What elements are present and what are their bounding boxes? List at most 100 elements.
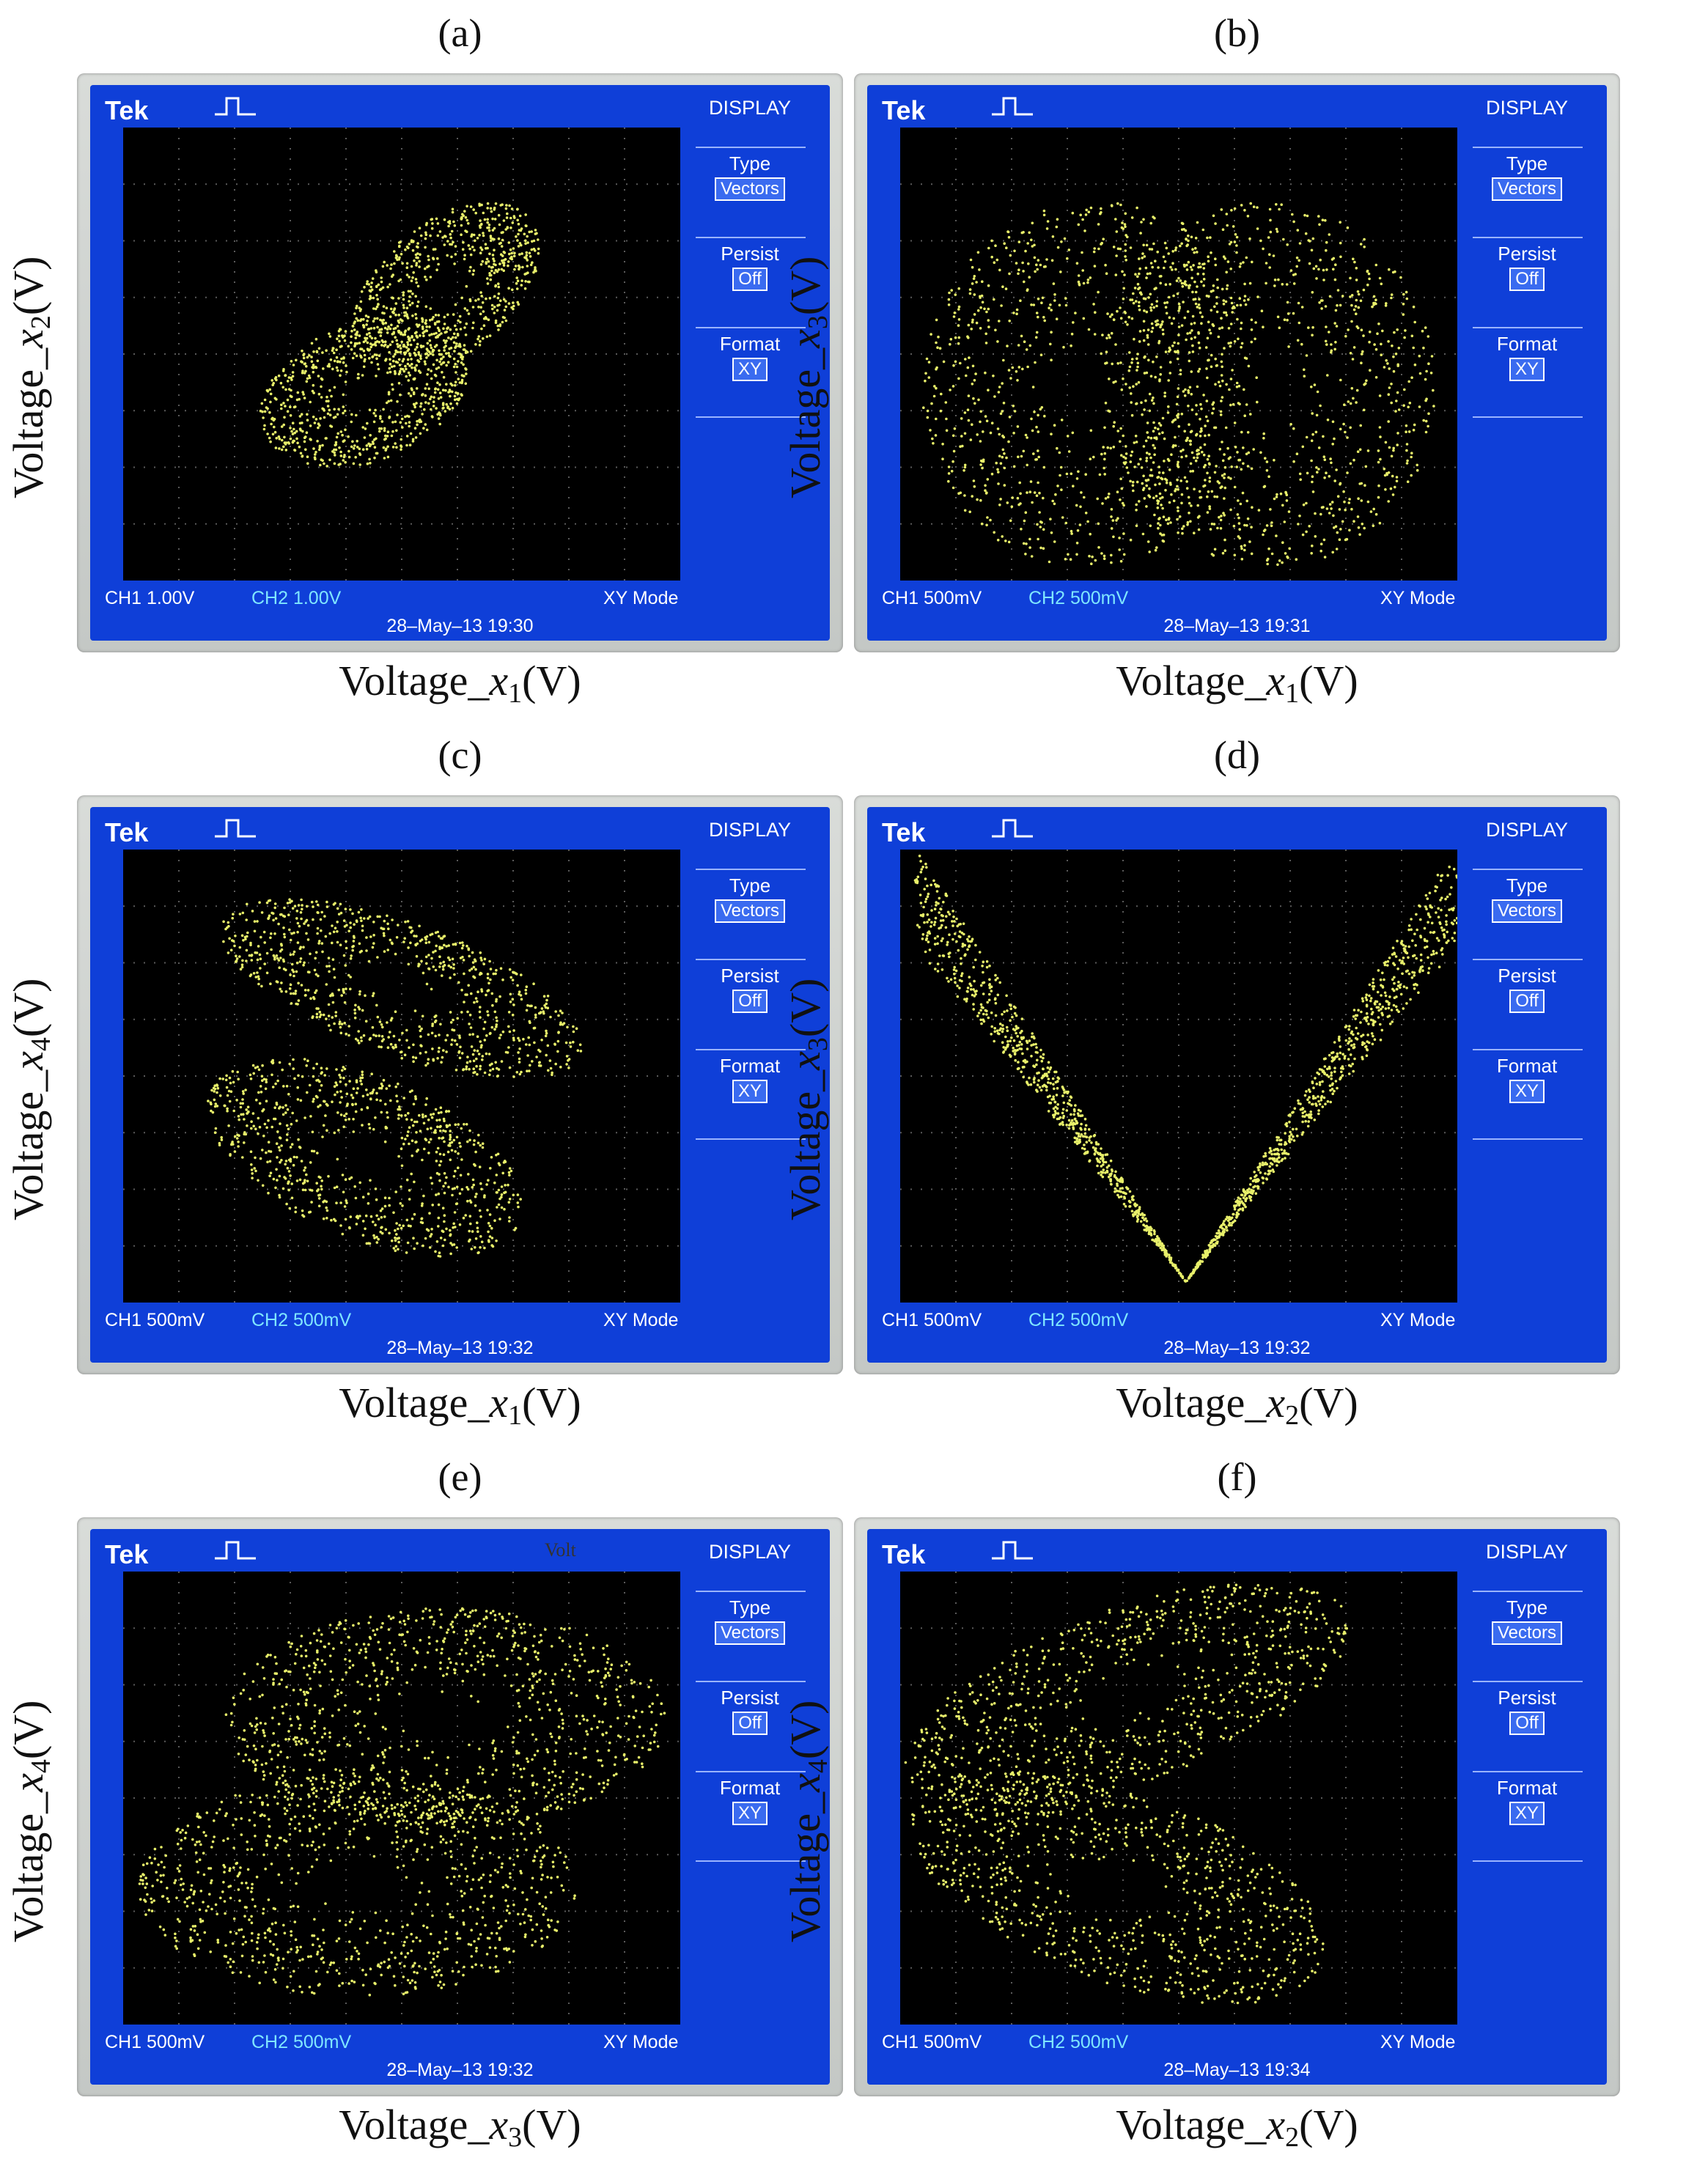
trace-point (490, 1227, 493, 1230)
trace-point (516, 984, 519, 987)
trace-point (387, 325, 390, 328)
trace-point (323, 1014, 325, 1017)
trace-point (498, 995, 501, 998)
menu-persist-value[interactable]: Off (732, 990, 768, 1013)
trace-point (1311, 326, 1314, 329)
trace-point (1236, 451, 1239, 454)
trace-point (473, 249, 476, 252)
trace-point (520, 284, 523, 287)
trace-point (993, 531, 995, 534)
trace-point (331, 994, 334, 997)
trace-point (1305, 531, 1308, 534)
menu-format-value[interactable]: XY (732, 1080, 768, 1103)
ch2-scale: CH2 1.00V (251, 588, 341, 609)
menu-type-value[interactable]: Vectors (1492, 177, 1562, 201)
trace-point (427, 1062, 430, 1065)
trace-point (1175, 246, 1178, 249)
trace-point (383, 457, 386, 460)
trace-point (1158, 482, 1161, 485)
trace-point (463, 1123, 465, 1126)
trace-point (1013, 250, 1016, 253)
trace-point (1262, 534, 1265, 537)
trace-point (424, 276, 427, 279)
trace-point (1225, 427, 1228, 430)
trace-point (343, 1022, 346, 1025)
trace-point (1109, 447, 1112, 450)
trace-point (302, 964, 305, 967)
trace-point (386, 1111, 389, 1114)
trace-point (350, 413, 353, 416)
trace-point (262, 416, 265, 419)
trace-point (379, 1231, 382, 1234)
trace-point (340, 994, 343, 997)
trace-point (1170, 453, 1173, 456)
trace-point (421, 1159, 424, 1162)
trace-point (342, 988, 345, 991)
trace-point (1350, 463, 1352, 465)
trace-point (1330, 462, 1333, 465)
trace-point (425, 325, 428, 328)
trace-point (1359, 424, 1362, 427)
trace-point (479, 957, 482, 959)
menu-persist-value[interactable]: Off (1509, 268, 1545, 291)
trace-point (1136, 481, 1139, 484)
trace-point (479, 344, 482, 347)
trace-point (976, 322, 979, 325)
trace-point (358, 1042, 361, 1045)
trace-point (1163, 267, 1166, 270)
trace-point (471, 1033, 474, 1036)
trace-point (432, 396, 435, 399)
trace-point (354, 1012, 357, 1015)
trace-point (1108, 334, 1111, 336)
trace-point (401, 1137, 404, 1140)
trace-point (524, 240, 527, 243)
trace-point (252, 1072, 255, 1075)
trace-point (390, 308, 393, 311)
trace-point (972, 365, 975, 368)
trace-point (1232, 225, 1235, 228)
trace-point (319, 1011, 322, 1014)
trace-point (406, 1135, 409, 1138)
menu-persist-value[interactable]: Off (732, 268, 768, 291)
menu-format-value[interactable]: XY (732, 358, 768, 381)
trace-point (1110, 554, 1113, 557)
trace-point (1270, 231, 1273, 234)
trace-point (1053, 503, 1056, 506)
trace-point (1189, 386, 1192, 389)
trace-point (1201, 451, 1204, 454)
trace-point (283, 436, 286, 439)
menu-type-value[interactable]: Vectors (715, 899, 785, 923)
trace-point (365, 1215, 368, 1218)
trace-point (1224, 257, 1227, 260)
trace-point (970, 328, 973, 331)
trace-point (393, 365, 396, 368)
trace-point (1003, 436, 1006, 439)
trace-point (213, 1090, 216, 1093)
trace-point (329, 1029, 332, 1032)
trace-point (301, 1160, 303, 1163)
trace-point (1248, 237, 1251, 240)
menu-format-value[interactable]: XY (1509, 358, 1545, 381)
trace-point (1207, 359, 1210, 362)
trace-point (300, 1099, 303, 1102)
trace-point (1070, 473, 1073, 476)
trace-point (520, 998, 523, 1001)
trace-point (516, 287, 519, 290)
trace-point (361, 925, 364, 928)
trace-point (453, 366, 456, 369)
trace-point (259, 410, 262, 413)
trace-point (460, 328, 463, 331)
trace-point (1390, 487, 1393, 490)
trace-point (406, 1219, 409, 1222)
trace-point (273, 1106, 276, 1109)
trace-point (411, 265, 413, 268)
trace-point (436, 1057, 439, 1060)
trace-point (509, 248, 512, 251)
menu-type-value[interactable]: Vectors (715, 177, 785, 201)
trace-point (390, 324, 393, 327)
